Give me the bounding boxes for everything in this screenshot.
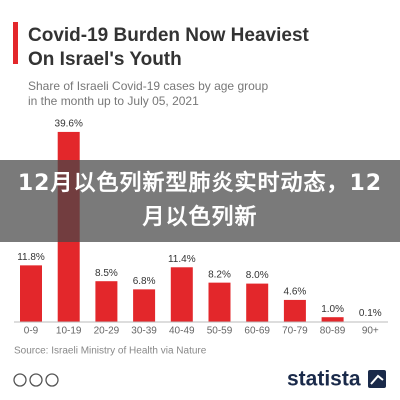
value-label: 1.0% (321, 304, 344, 315)
title-accent (13, 22, 18, 64)
x-tick-label: 70-79 (282, 326, 308, 337)
x-tick-label: 60-69 (244, 326, 270, 337)
value-label: 0.1% (359, 308, 382, 319)
license-icons (13, 373, 59, 387)
chart-subtitle: in the month up to July 05, 2021 (28, 94, 199, 108)
brand: statista (287, 368, 361, 391)
x-tick-label: 20-29 (94, 326, 120, 337)
bar (208, 282, 231, 322)
source: Source: Israeli Ministry of Health via N… (14, 346, 207, 357)
chart-title: On Israel's Youth (28, 49, 182, 70)
bar (246, 283, 269, 322)
bar (283, 299, 306, 322)
x-tick-label: 10-19 (56, 326, 82, 337)
value-label: 11.8% (17, 252, 45, 263)
value-label: 6.8% (133, 276, 156, 287)
x-tick-label: 80-89 (320, 326, 346, 337)
overlay-banner: 12月以色列新型肺炎实时动态，12月以色列新 (0, 160, 400, 242)
bar (321, 317, 344, 322)
bar (133, 289, 156, 322)
bar (20, 265, 42, 322)
bar (170, 267, 193, 322)
value-label: 39.6% (55, 119, 83, 130)
chart-subtitle: Share of Israeli Covid-19 cases by age g… (28, 79, 268, 93)
chart-title: Covid-19 Burden Now Heaviest (28, 25, 310, 46)
value-label: 4.6% (284, 287, 307, 298)
x-tick-label: 90+ (362, 326, 379, 337)
x-tick-label: 50-59 (207, 326, 233, 337)
x-tick-label: 30-39 (131, 326, 157, 337)
x-tick-label: 40-49 (169, 326, 195, 337)
brand-icon-mark (370, 374, 384, 385)
value-label: 8.2% (208, 269, 231, 280)
bar (95, 281, 118, 322)
value-label: 8.0% (246, 270, 269, 281)
value-label: 8.5% (95, 268, 118, 279)
x-tick-label: 0-9 (24, 326, 39, 337)
value-label: 11.4% (168, 254, 196, 265)
